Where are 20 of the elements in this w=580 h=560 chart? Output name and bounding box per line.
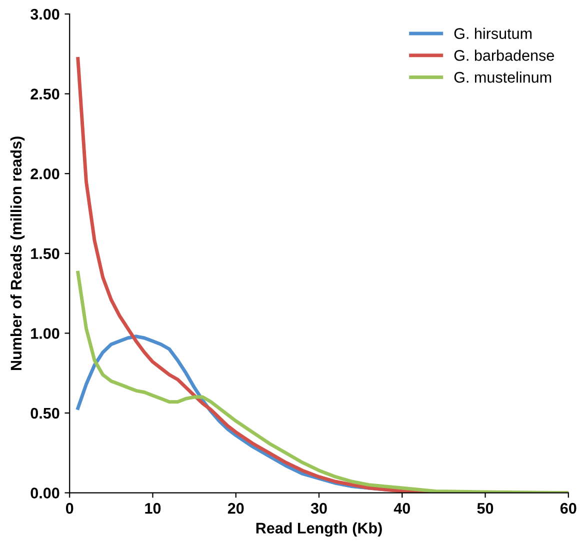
x-axis-title: Read Length (Kb) <box>256 522 382 537</box>
legend-label: G. mustelinum <box>454 72 552 83</box>
x-tick-label: 20 <box>228 502 244 514</box>
x-tick-label: 30 <box>310 502 327 514</box>
x-tick-label: 60 <box>560 502 576 514</box>
line-series <box>76 270 568 493</box>
y-axis-title: Number of Reads (million reads) <box>10 136 25 370</box>
y-tick-label: 2.50 <box>30 88 60 100</box>
x-tick-label: 0 <box>66 502 74 514</box>
x-tick-label: 10 <box>145 502 161 514</box>
legend-label: G. hirsutum <box>454 28 532 39</box>
y-tick-label: 3.00 <box>30 8 60 20</box>
x-tick-label: 40 <box>394 502 410 514</box>
x-tick-label: 50 <box>477 502 494 514</box>
y-tick-label: 2.00 <box>30 168 60 180</box>
y-tick-label: 0.50 <box>30 408 60 419</box>
y-tick-label: 1.00 <box>31 328 60 339</box>
y-tick-label: 0.00 <box>30 488 60 498</box>
legend-label: G. barbadense <box>454 50 554 61</box>
y-tick-label: 1.50 <box>31 248 60 260</box>
